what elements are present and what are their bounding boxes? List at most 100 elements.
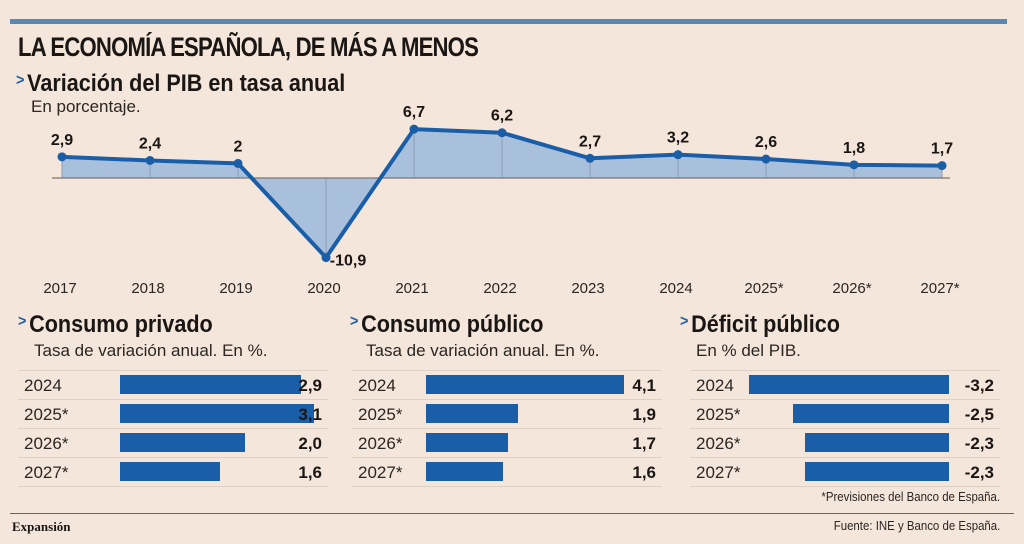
- bar: [805, 462, 949, 481]
- chevron-right-icon: >: [350, 313, 359, 330]
- gdp-year-tick: 2017: [43, 280, 76, 297]
- bar-row: 2027* 1,6: [18, 457, 328, 487]
- gdp-year-tick: 2023: [571, 280, 604, 297]
- deficit-publico-title-text: Déficit público: [691, 311, 840, 338]
- bar-row: 2024 4,1: [352, 370, 662, 399]
- bar-value-label: 3,1: [298, 405, 322, 424]
- footer-divider: [10, 513, 1014, 514]
- bar-category-label: 2024: [24, 376, 62, 395]
- bar-category-label: 2026*: [696, 434, 741, 453]
- gdp-area: [62, 129, 942, 258]
- bar: [749, 375, 949, 394]
- chevron-right-icon: >: [18, 313, 27, 330]
- gdp-year-tick: 2025*: [744, 280, 783, 297]
- bar-row: 2024 -3,2: [690, 370, 1000, 399]
- gdp-point: [585, 153, 595, 163]
- gdp-value-label: 2,7: [579, 133, 601, 150]
- bar-category-label: 2026*: [24, 434, 69, 453]
- bar-category-label: 2024: [358, 376, 396, 395]
- gdp-point: [497, 128, 507, 138]
- bar-value-label: -3,2: [964, 376, 994, 395]
- chevron-right-icon: >: [16, 72, 25, 89]
- page-title: LA ECONOMÍA ESPAÑOLA, DE MÁS A MENOS: [18, 32, 479, 62]
- bar-row: 2025* -2,5: [690, 399, 1000, 428]
- bar-row: 2026* 2,0: [18, 428, 328, 457]
- bar-row: 2026* 1,7: [352, 428, 662, 457]
- bar-category-label: 2027*: [358, 463, 403, 482]
- bar-row: 2025* 1,9: [352, 399, 662, 428]
- gdp-value-label: 1,7: [931, 141, 953, 158]
- bar: [426, 462, 504, 481]
- bar: [792, 404, 949, 423]
- gdp-line-chart: 2,9 2017 2,4 2018 2 2019 -10,9 2020 6,7 2021 6,2 20…: [43, 104, 959, 297]
- gdp-point: [673, 150, 683, 160]
- bar-row: 2027* -2,3: [690, 457, 1000, 487]
- gdp-point: [761, 154, 771, 164]
- gdp-point: [145, 155, 155, 165]
- bar-value-label: 4,1: [632, 376, 656, 395]
- consumo-privado-title: > Consumo privado: [18, 311, 213, 339]
- consumo-publico-title-text: Consumo público: [361, 311, 544, 338]
- gdp-year-tick: 2018: [131, 280, 164, 297]
- bar-category-label: 2027*: [696, 463, 741, 482]
- bar-value-label: 1,7: [632, 434, 656, 453]
- top-accent-bar: [10, 19, 1007, 24]
- gdp-year-tick: 2020: [307, 280, 340, 297]
- gdp-value-label: 6,2: [491, 108, 513, 125]
- consumo-publico-title: > Consumo público: [350, 311, 544, 339]
- consumo-publico-bar-chart: 2024 4,1 2025* 1,9 2026* 1,7 2027* 1,6: [352, 370, 662, 487]
- consumo-publico-subtitle: Tasa de variación anual. En %.: [366, 341, 600, 360]
- bar-category-label: 2025*: [358, 405, 403, 424]
- gdp-value-label: 2,6: [755, 134, 777, 151]
- gdp-value-label: 2,9: [51, 132, 73, 149]
- gdp-point: [233, 158, 243, 168]
- bar-category-label: 2025*: [696, 405, 741, 424]
- bar-value-label: 1,6: [298, 463, 322, 482]
- bar-row: 2027* 1,6: [352, 457, 662, 487]
- bar: [120, 375, 302, 394]
- deficit-publico-title: > Déficit público: [680, 311, 840, 339]
- gdp-point: [849, 160, 859, 170]
- bar: [120, 433, 246, 452]
- deficit-publico-subtitle: En % del PIB.: [696, 341, 801, 360]
- chevron-right-icon: >: [680, 313, 689, 330]
- gdp-value-label: 2,4: [139, 135, 161, 152]
- bar-value-label: 1,9: [632, 405, 656, 424]
- consumo-privado-title-text: Consumo privado: [29, 311, 213, 338]
- gdp-value-label: -10,9: [330, 253, 367, 270]
- gdp-chart-title: > Variación del PIB en tasa anual: [16, 70, 345, 98]
- bar-value-label: 1,6: [632, 463, 656, 482]
- gdp-year-tick: 2026*: [832, 280, 871, 297]
- bar: [120, 462, 221, 481]
- bar-value-label: -2,3: [964, 434, 994, 453]
- consumo-privado-bar-chart: 2024 2,9 2025* 3,1 2026* 2,0 2027* 1,6: [18, 370, 328, 487]
- brand-logo: Expansión: [12, 519, 71, 534]
- bar: [426, 433, 509, 452]
- bar-value-label: 2,9: [298, 376, 322, 395]
- bar: [426, 375, 624, 394]
- gdp-chart-subtitle: En porcentaje.: [31, 97, 141, 116]
- bar-value-label: 2,0: [298, 434, 322, 453]
- source-note: Fuente: INE y Banco de España.: [833, 518, 1000, 533]
- gdp-value-label: 2: [234, 138, 243, 155]
- gdp-point: [937, 161, 947, 171]
- gdp-value-label: 6,7: [403, 104, 425, 121]
- bar-row: 2025* 3,1: [18, 399, 328, 428]
- deficit-publico-bar-chart: 2024 -3,2 2025* -2,5 2026* -2,3 2027* -2,3: [690, 370, 1000, 487]
- gdp-point: [57, 152, 67, 162]
- bar-category-label: 2026*: [358, 434, 403, 453]
- gdp-year-tick: 2021: [395, 280, 428, 297]
- consumo-privado-subtitle: Tasa de variación anual. En %.: [34, 341, 268, 360]
- bar-row: 2026* -2,3: [690, 428, 1000, 457]
- gdp-year-tick: 2024: [659, 280, 692, 297]
- bar-category-label: 2027*: [24, 463, 69, 482]
- bar-category-label: 2024: [696, 376, 734, 395]
- bar-category-label: 2025*: [24, 405, 69, 424]
- gdp-year-tick: 2027*: [920, 280, 959, 297]
- gdp-point: [321, 253, 331, 263]
- forecast-note: *Previsiones del Banco de España.: [821, 489, 1000, 504]
- bar: [120, 404, 314, 423]
- gdp-year-tick: 2019: [219, 280, 252, 297]
- gdp-value-label: 1,8: [843, 140, 865, 157]
- bar-value-label: -2,3: [964, 463, 994, 482]
